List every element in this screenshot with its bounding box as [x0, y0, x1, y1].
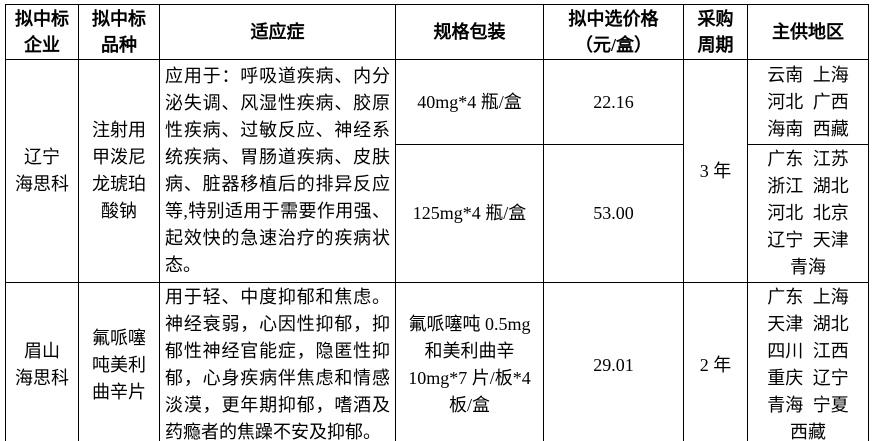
product-cell: 注射用 甲泼尼 龙琥珀 酸钠 [78, 59, 160, 283]
procurement-result-table: 拟中标 企业 拟中标 品种 适应症 规格包装 拟中选价格 （元/盒） 采购 周期… [5, 4, 869, 441]
spec-cell: 氟哌噻吨 0.5mg 和美利曲辛 10mg*7 片/板*4 板/盒 [395, 282, 544, 441]
row-2: 眉山 海思科 氟哌噻 吨美利 曲辛片 用于轻、中度抑郁和焦虑。神经衰弱，心因性抑… [5, 282, 869, 441]
enterprise-cell: 辽宁 海思科 [5, 59, 79, 283]
col-header-price: 拟中选价格 （元/盒） [543, 4, 684, 60]
cycle-cell: 3 年 [683, 59, 748, 283]
regions-cell: 广东 上海 天津 湖北 四川 江西 重庆 辽宁 青海 宁夏 西藏 [747, 282, 869, 441]
indications-cell: 用于轻、中度抑郁和焦虑。神经衰弱，心因性抑郁，抑郁性神经官能症，隐匿性抑郁，心身… [159, 282, 396, 441]
product-cell: 氟哌噻 吨美利 曲辛片 [78, 282, 160, 441]
col-header-product: 拟中标 品种 [78, 4, 160, 60]
price-cell: 22.16 [543, 59, 684, 145]
indications-cell: 应用于：呼吸道疾病、内分泌失调、风湿性疾病、胶原性疾病、过敏反应、神经系统疾病、… [159, 59, 396, 283]
col-header-cycle: 采购 周期 [683, 4, 748, 60]
regions-cell: 广东 江苏 浙江 湖北 河北 北京 辽宁 天津 青海 [747, 144, 869, 283]
col-header-regions: 主供地区 [747, 4, 869, 60]
header-row: 拟中标 企业 拟中标 品种 适应症 规格包装 拟中选价格 （元/盒） 采购 周期… [5, 4, 869, 60]
price-cell: 29.01 [543, 282, 684, 441]
col-header-enterprise: 拟中标 企业 [5, 4, 79, 60]
regions-cell: 云南 上海 河北 广西 海南 西藏 [747, 59, 869, 145]
cycle-cell: 2 年 [683, 282, 748, 441]
col-header-indications: 适应症 [159, 4, 396, 60]
enterprise-cell: 眉山 海思科 [5, 282, 79, 441]
row-1-subrow-2: 125mg*4 瓶/盒 53.00 广东 江苏 浙江 湖北 河北 北京 辽宁 天… [6, 144, 869, 283]
spec-cell: 125mg*4 瓶/盒 [395, 144, 544, 283]
col-header-spec: 规格包装 [395, 4, 544, 60]
price-cell: 53.00 [543, 144, 684, 283]
row-1-subrow-1: 辽宁 海思科 注射用 甲泼尼 龙琥珀 酸钠 应用于：呼吸道疾病、内分泌失调、风湿… [5, 59, 869, 283]
spec-cell: 40mg*4 瓶/盒 [395, 59, 544, 145]
